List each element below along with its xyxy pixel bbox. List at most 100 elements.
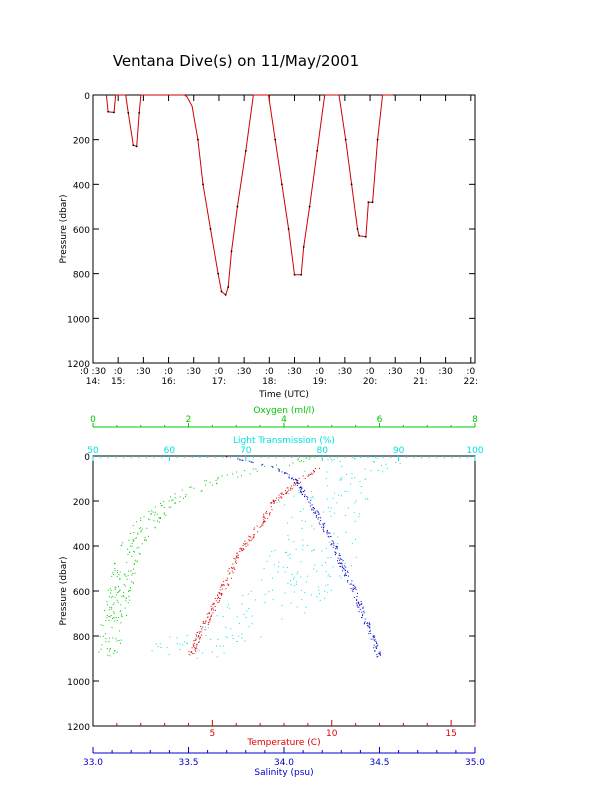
oxygen-point <box>144 538 146 540</box>
light_transmission-point <box>304 592 306 594</box>
temperature-point <box>194 649 196 651</box>
light_transmission-point <box>293 585 295 587</box>
oxygen-point <box>102 635 104 637</box>
temperature-point <box>225 579 227 581</box>
temperature-point <box>251 538 253 540</box>
oxygen-point <box>108 596 110 598</box>
salinity-point <box>302 494 303 496</box>
temperature-point <box>221 588 223 590</box>
light_transmission-point <box>261 579 263 581</box>
salinity-point <box>351 589 353 591</box>
light_transmission-point <box>179 649 181 650</box>
temperature-point <box>313 470 315 472</box>
light_transmission-point <box>313 528 315 530</box>
oxygen-point <box>141 543 143 545</box>
dive-trace-point <box>244 149 247 152</box>
light_transmission-point <box>263 568 265 570</box>
light_transmission-point <box>225 636 227 637</box>
light_transmission-point <box>351 542 353 544</box>
top-y-tick-label: 1000 <box>67 315 90 325</box>
salinity-point <box>367 626 369 628</box>
dive-trace-point <box>287 228 290 230</box>
salinity-point <box>355 587 357 589</box>
oxygen-point <box>190 486 192 488</box>
light_transmission-point <box>231 634 233 636</box>
temperature-point <box>286 493 288 495</box>
salinity-point <box>333 544 335 546</box>
oxygen-point <box>127 554 129 555</box>
light_transmission-point <box>395 462 397 463</box>
oxygen-point <box>217 477 219 479</box>
temperature-point <box>190 651 192 653</box>
oxygen-point <box>109 648 111 650</box>
salinity-point <box>354 587 356 589</box>
light_transmission-point <box>313 568 315 570</box>
salinity-point <box>315 515 317 517</box>
oxygen-point <box>131 581 132 583</box>
salinity-point <box>338 554 340 556</box>
oxygen-point <box>154 506 156 508</box>
salinity-point <box>337 560 338 562</box>
dive-trace-point <box>113 111 115 114</box>
oxygen-point <box>148 535 150 537</box>
temperature-point <box>290 489 292 491</box>
dive-trace-point <box>236 205 239 208</box>
top-x-axis: :0 :3014::015::30:016::30:017::30:018::3… <box>80 95 478 387</box>
temperature-point <box>287 487 289 489</box>
temperature-point <box>269 514 271 516</box>
oxygen-point <box>113 617 115 619</box>
temperature-point <box>209 612 211 614</box>
bottom-plot-frame <box>92 455 476 727</box>
salinity-point <box>354 586 356 588</box>
temperature-point <box>283 494 285 495</box>
oxygen-point <box>101 644 103 646</box>
temperature-point <box>238 557 239 559</box>
temperature-point <box>201 628 203 630</box>
salinity-point <box>369 627 371 629</box>
temperature-point <box>315 468 316 470</box>
oxygen-point <box>130 533 132 534</box>
oxygen-point <box>106 601 108 603</box>
temperature-point <box>188 653 190 655</box>
temperature-point <box>264 520 266 522</box>
oxygen-tick-label: 4 <box>281 415 287 425</box>
temperature-point <box>297 480 299 482</box>
temperature-point <box>263 516 265 518</box>
bottom-y-tick-label: 200 <box>73 498 90 508</box>
oxygen-point <box>153 520 155 522</box>
temperature-point <box>263 520 265 522</box>
temperature-point <box>226 583 228 585</box>
salinity-point <box>343 567 345 569</box>
temperature-point <box>248 539 250 541</box>
salinity-point <box>342 560 344 562</box>
light_transmission-point <box>336 547 338 549</box>
temperature-point <box>266 512 268 514</box>
oxygen-point <box>129 551 131 553</box>
light_transmission-point <box>293 495 295 497</box>
temperature-point <box>221 594 222 596</box>
light_transmission-point <box>338 494 340 496</box>
oxygen-point <box>193 487 195 489</box>
top-x-tick-date-label: 16: <box>161 377 175 387</box>
salinity-point <box>313 507 315 509</box>
temperature-point <box>253 528 255 530</box>
temperature-point <box>202 626 204 628</box>
salinity-point <box>339 566 341 567</box>
light_transmission-point <box>296 581 298 583</box>
light_transmission-point <box>313 471 315 473</box>
temperature-point <box>225 588 227 590</box>
oxygen-point <box>126 615 127 616</box>
light_transmission-point <box>250 590 252 592</box>
temperature-point <box>275 497 277 499</box>
light_transmission-point <box>248 626 250 628</box>
light_transmission-point <box>236 616 238 618</box>
light_transmission-point <box>295 548 297 550</box>
light_transmission-point <box>350 565 352 567</box>
oxygen-point <box>305 457 307 459</box>
oxygen-point <box>309 457 311 459</box>
temperature-point <box>270 506 272 508</box>
light_transmission-point <box>337 536 339 538</box>
oxygen-point <box>297 458 299 460</box>
dive-trace-point <box>344 138 347 141</box>
